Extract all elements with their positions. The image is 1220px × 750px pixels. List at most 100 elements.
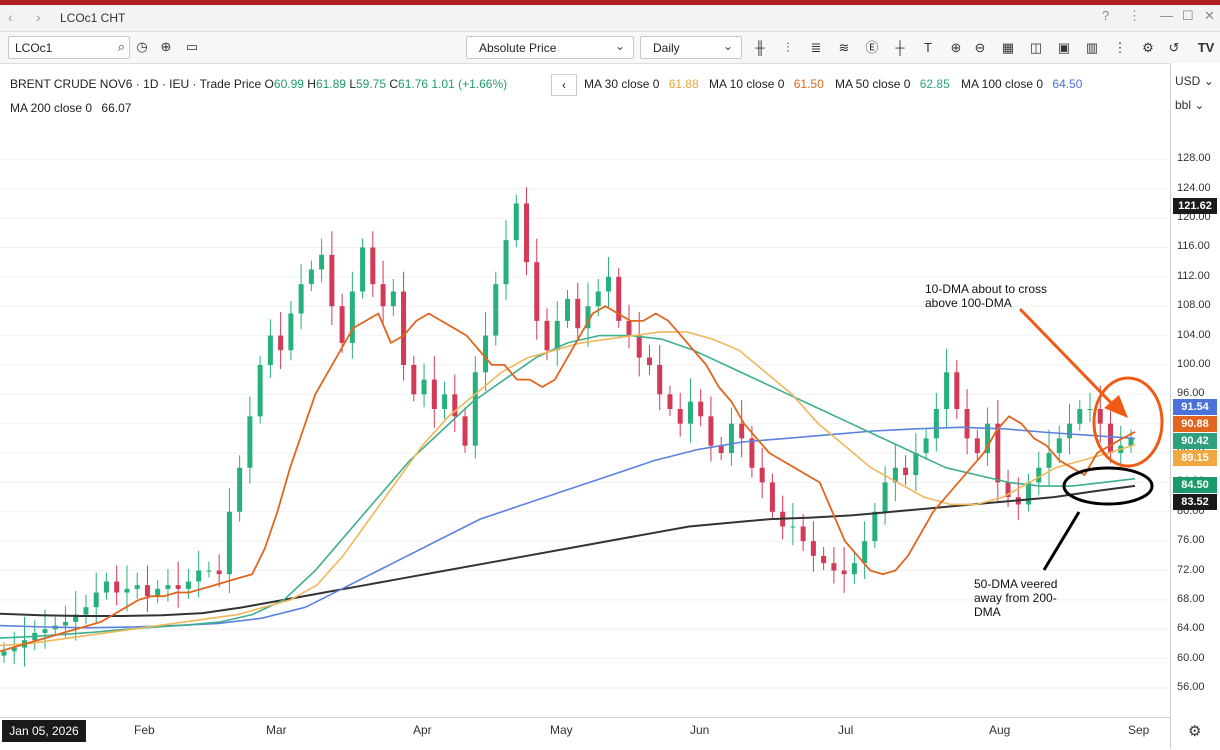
y-tick-label: 116.00	[1177, 240, 1210, 253]
candle-body	[401, 291, 407, 365]
annotation-veer-line3: DMA	[974, 605, 1001, 619]
candle-body	[134, 585, 140, 589]
candle-body	[206, 570, 212, 572]
candle-body	[903, 467, 909, 476]
crosshair-icon[interactable]: ┼	[895, 40, 905, 55]
price-tag: 83.52	[1173, 494, 1217, 510]
maximize-icon[interactable]: ☐	[1182, 8, 1194, 23]
candle-body	[862, 541, 868, 564]
ma100-line	[0, 426, 1136, 629]
candle-body	[93, 592, 99, 608]
help-icon[interactable]: ?	[1102, 8, 1110, 23]
clock-icon[interactable]: ◷	[136, 39, 148, 54]
bar-chart-icon[interactable]: ⫶	[786, 40, 790, 55]
price-type-select[interactable]: Absolute Price ⌄	[466, 36, 634, 59]
settings-icon[interactable]: ⚙	[1188, 723, 1202, 740]
minimize-icon[interactable]: —	[1160, 8, 1173, 23]
candle-body	[411, 364, 417, 395]
candle-body	[636, 335, 642, 358]
forward-icon[interactable]: ›	[36, 9, 41, 25]
annotation-black-ellipse	[1062, 466, 1154, 506]
legend-collapse-button[interactable]: ‹	[551, 74, 577, 96]
candle-body	[472, 372, 478, 446]
close-icon[interactable]: ✕	[1204, 8, 1215, 23]
interval-select[interactable]: Daily ⌄	[640, 36, 742, 59]
candle-body	[1108, 423, 1114, 454]
zoom-out-icon[interactable]: ⊖	[974, 40, 986, 55]
candle-body	[185, 581, 191, 589]
unit-select[interactable]: bbl ⌄	[1175, 98, 1204, 112]
price-legend: BRENT CRUDE NOV6 · 1D · IEU · Trade Pric…	[10, 77, 508, 91]
ma10-value: 61.50	[793, 77, 824, 91]
candle-body	[851, 563, 857, 575]
x-tick-label: Jun	[690, 723, 710, 737]
folder-icon[interactable]: ▭	[185, 39, 199, 54]
candle-body	[985, 423, 991, 454]
candle-body	[575, 298, 581, 329]
table-icon[interactable]: ▦	[1001, 40, 1015, 55]
candle-body	[769, 482, 775, 512]
search-icon[interactable]: ⌕	[117, 39, 125, 54]
candle-body	[513, 203, 519, 241]
symbol-input[interactable]: LCOc1 ⌕	[8, 36, 130, 59]
zoom-in-icon[interactable]: ⊕	[950, 40, 962, 55]
gear-icon[interactable]: ⚙	[1142, 40, 1154, 55]
candle-body	[944, 372, 950, 409]
price-plot[interactable]	[0, 0, 1170, 717]
chevron-down-icon: ⌄	[1194, 98, 1205, 112]
currency-select[interactable]: USD ⌄	[1175, 74, 1214, 88]
candle-body	[165, 585, 171, 589]
image-icon[interactable]: ▣	[1057, 40, 1071, 55]
candle-body	[462, 416, 468, 446]
more-vertical-icon[interactable]: ⋮	[1113, 40, 1127, 55]
x-tick-label: Mar	[266, 723, 287, 737]
y-tick-label: 60.00	[1177, 651, 1205, 664]
candle-body	[155, 588, 161, 597]
y-tick-label: 96.00	[1177, 387, 1205, 400]
layout-icon[interactable]: ◫	[1029, 40, 1043, 55]
annotation-arrow-shaft	[1018, 307, 1120, 412]
x-tick-label: Aug	[989, 723, 1011, 737]
candle-body	[196, 570, 202, 582]
candle-body	[431, 379, 437, 409]
reset-icon[interactable]: ↺	[1168, 40, 1180, 55]
back-icon[interactable]: ‹	[8, 9, 13, 25]
ma50-value: 62.85	[919, 77, 950, 91]
candle-body	[759, 467, 765, 483]
ma100-label: MA 100 close 0	[961, 77, 1044, 91]
candle-body	[810, 541, 816, 556]
unit-value: bbl	[1175, 98, 1192, 112]
text-icon[interactable]: T	[924, 40, 932, 55]
time-axis[interactable]	[0, 717, 1170, 750]
high-value: 61.89	[315, 77, 346, 91]
candle-body	[390, 291, 396, 307]
ma30-line	[0, 331, 1136, 647]
candle-body	[790, 526, 796, 528]
legend-interval: 1D	[143, 77, 159, 91]
candle-body	[298, 284, 304, 314]
add-icon[interactable]: ⊕	[160, 39, 172, 54]
candle-body	[534, 262, 540, 321]
ma200-legend: MA 200 close 0 66.07	[10, 101, 131, 115]
candle-body	[1097, 408, 1103, 424]
candle-body	[892, 467, 898, 483]
candlestick-icon[interactable]: ╫	[755, 40, 765, 55]
ma100-legend: MA 100 close 0 64.50	[961, 77, 1082, 91]
more-icon[interactable]: ⋮	[1128, 8, 1141, 23]
candle-body	[493, 284, 499, 336]
candle-body	[267, 335, 273, 365]
wave-icon[interactable]: ≋	[838, 40, 850, 55]
chart-icon[interactable]: ▥	[1085, 40, 1099, 55]
event-icon[interactable]: Ⓔ	[865, 40, 879, 55]
chevron-down-icon: ⌄	[1203, 74, 1214, 88]
candle-body	[1026, 482, 1032, 505]
price-tag: 91.54	[1173, 399, 1217, 415]
candle-body	[308, 269, 314, 285]
y-tick-label: 108.00	[1177, 299, 1211, 312]
price-tag: 90.42	[1173, 433, 1217, 449]
list-icon[interactable]: ≣	[810, 40, 822, 55]
candle-body	[821, 555, 827, 564]
candle-body	[42, 629, 48, 633]
candle-body	[913, 453, 919, 476]
legend-exchange: IEU	[169, 77, 190, 91]
